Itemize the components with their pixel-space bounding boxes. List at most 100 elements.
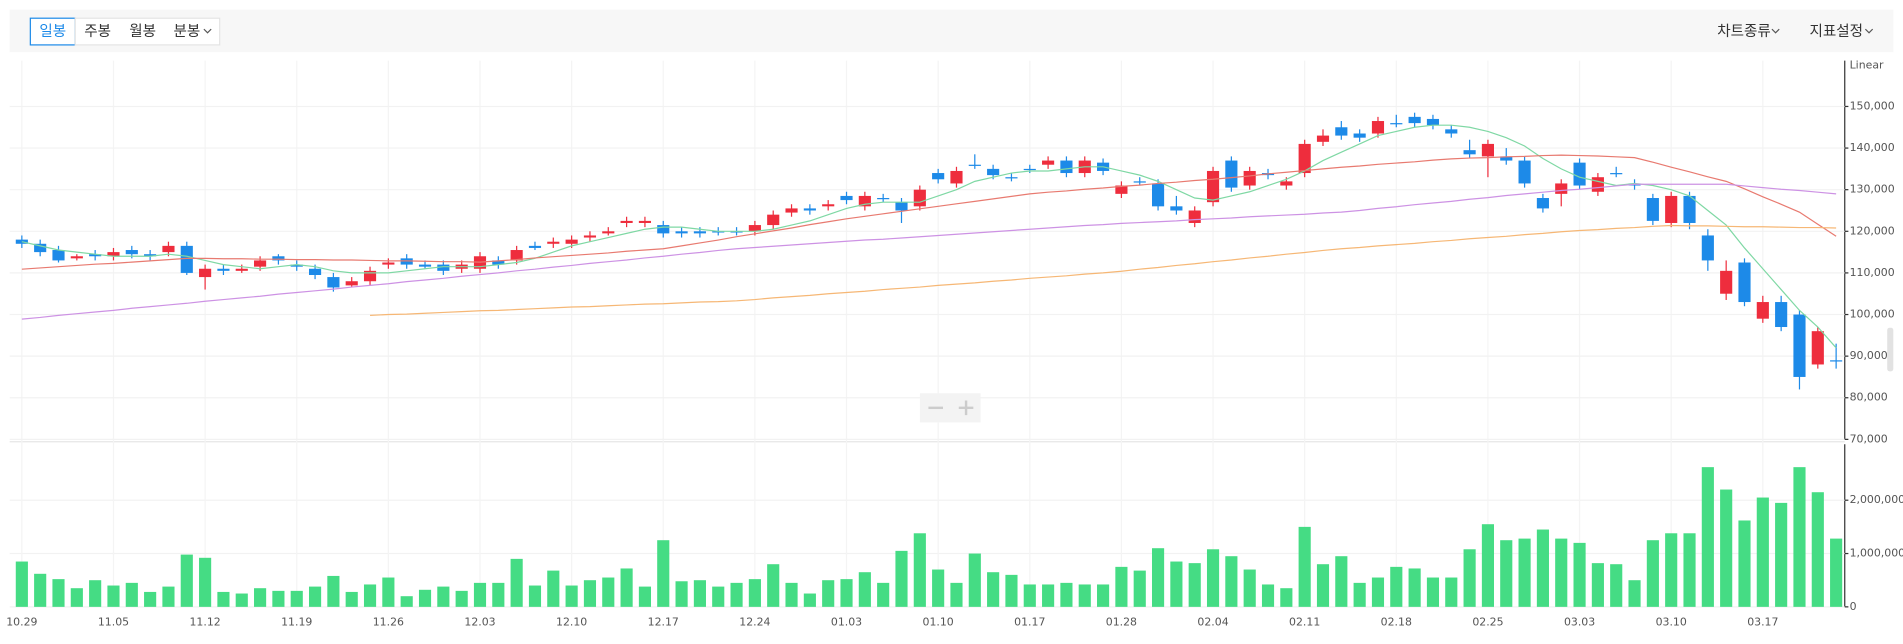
volume-bar [583,580,597,607]
scroll-handle[interactable] [1887,327,1894,372]
candle-body [1720,270,1733,294]
x-tick-label: 03.17 [1747,616,1778,629]
volume-bar [1115,566,1128,607]
volume-bar [1298,526,1311,607]
candle-body [400,258,413,265]
volume-bar [840,579,853,607]
chevron [203,28,212,34]
candle-body [492,260,505,265]
candle-body [638,220,652,223]
volume-bar [1097,584,1110,607]
candle-body [1775,302,1788,328]
candle-body [70,256,83,259]
volume-bar [657,540,670,607]
candle-body [968,164,981,166]
menu[interactable]: 차트종류 [1717,23,1771,40]
moving-average-line [21,124,1837,349]
candle-body [767,214,780,226]
volume-bar [1261,584,1275,607]
x-tick-label: 11.19 [281,616,312,629]
volume-bar [565,585,578,607]
y-tick-label: 130,000 [1850,183,1895,196]
candle-body [583,235,597,238]
candle-body [1133,181,1146,183]
scale-mode[interactable]: Linear [1850,59,1884,72]
x-tick-label: 12.24 [739,616,770,629]
x-tick-label: 11.26 [373,616,404,629]
volume-bar [34,573,47,607]
candle-body [1335,127,1348,136]
candle-body [693,231,706,234]
volume-bar [1610,564,1623,607]
volume-bar [1335,556,1348,607]
candle-body [1298,143,1311,174]
tab[interactable]: 분봉 [174,23,201,40]
tab-selected[interactable] [29,17,76,46]
candle-body [1665,195,1678,223]
candle-body [308,268,322,275]
candle-body [1023,168,1036,171]
candle-body [1683,195,1696,223]
volume-bar [1811,492,1824,607]
candle-body [1555,183,1568,194]
x-tick-label: 01.03 [831,616,862,629]
volume-bar [675,581,688,607]
volume-bar [1720,489,1733,607]
volume-bar [987,572,1000,607]
zoom-in[interactable] [958,400,974,416]
volume-bar [1830,538,1843,607]
volume-bar [822,580,835,607]
candle-body [34,243,47,253]
candle-body [199,268,212,278]
volume-bar [1536,529,1549,607]
volume-bar [1353,582,1366,607]
candle-body [1390,123,1403,125]
volume-bar [1665,533,1678,607]
volume-bar [1683,533,1696,607]
volume-bar [785,582,798,607]
candle-body [1793,314,1806,377]
candle-body [1573,162,1586,186]
candle-body [382,262,395,265]
candle-body [89,254,102,257]
candle-body [1536,198,1549,209]
tab[interactable]: 주봉 [84,23,111,40]
volume-bar [125,582,138,607]
volume-bar [254,588,267,607]
candle-body [1463,150,1476,155]
tab[interactable]: 월봉 [129,23,156,40]
candle-body [180,245,193,273]
x-tick-label: 11.12 [189,616,220,629]
tab[interactable]: 일봉 [39,23,66,40]
candle-body [803,208,816,211]
volume-bar [1426,577,1440,607]
volume-bar [1500,540,1513,607]
candle-body [1408,116,1421,124]
volume-bar [1042,584,1055,607]
x-tick-label: 10.29 [6,616,37,629]
candle-body [1115,185,1128,194]
volume-bar [162,586,175,607]
moving-average-line [21,183,1837,320]
volume-bar [455,590,468,607]
candle-body [1225,160,1238,188]
x-tick-label: 12.10 [556,616,587,629]
volume-bar [382,577,395,607]
x-tick-label: 02.11 [1289,616,1320,629]
candle-body [1170,206,1183,211]
candle-body [1500,156,1513,161]
menu[interactable]: 지표설정 [1809,23,1863,40]
candle-body [657,225,670,234]
volume-bar [1316,564,1330,607]
candle-body [748,225,761,232]
candle-body [363,270,377,282]
marks: 0 1,000,000 2,000,000 10.29 11.05 11.12 11.19 1… [6,60,1903,629]
volume-bar [602,577,615,607]
candle-body [1426,118,1440,126]
candle-body [877,198,890,200]
y-tick-label: 2,000,000 [1850,493,1903,506]
candle-body [327,277,340,288]
volume-bar [1775,502,1788,607]
volume-bar [290,590,303,607]
